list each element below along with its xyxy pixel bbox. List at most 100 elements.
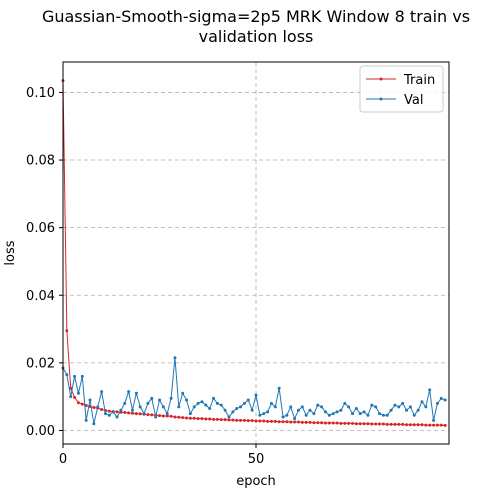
val-point — [130, 408, 134, 412]
val-series-line — [62, 357, 446, 424]
train-point — [312, 421, 316, 425]
train-point — [296, 420, 300, 424]
train-point — [385, 422, 389, 426]
val-point — [362, 410, 366, 414]
val-point — [358, 412, 362, 416]
val-point — [115, 415, 119, 419]
chart-title-line2: validation loss — [199, 27, 314, 46]
val-point — [320, 405, 324, 409]
train-point — [235, 418, 239, 422]
y-tick-label: 0.06 — [26, 221, 55, 236]
val-point — [107, 413, 111, 417]
train-point — [289, 420, 293, 424]
val-point — [154, 415, 158, 419]
train-point — [107, 409, 111, 413]
val-point — [269, 401, 273, 405]
x-tick-label: 50 — [248, 452, 265, 467]
train-point — [231, 418, 235, 422]
val-point — [208, 407, 212, 411]
train-point — [308, 420, 312, 424]
train-point — [181, 416, 185, 420]
val-point — [374, 405, 378, 409]
train-point — [378, 422, 382, 426]
train-point — [219, 418, 223, 422]
val-point — [200, 400, 204, 404]
val-point — [393, 403, 397, 407]
val-point — [215, 401, 219, 405]
val-point — [92, 422, 96, 426]
train-point — [397, 422, 401, 426]
val-point — [69, 395, 73, 399]
val-point — [408, 405, 412, 409]
train-point — [204, 417, 208, 421]
val-point — [378, 412, 382, 416]
series-layer — [61, 79, 447, 427]
val-point — [254, 393, 258, 397]
train-point — [158, 414, 161, 418]
val-point — [88, 398, 92, 402]
train-point — [323, 421, 327, 425]
train-point — [358, 422, 362, 426]
train-point — [331, 421, 335, 425]
val-point — [242, 401, 246, 405]
val-point — [219, 403, 223, 407]
train-point — [327, 421, 331, 425]
y-axis-label: loss — [3, 240, 18, 265]
val-point — [188, 412, 192, 416]
train-point — [269, 419, 273, 423]
val-point — [401, 401, 405, 405]
val-point — [246, 398, 250, 402]
val-point — [435, 401, 439, 405]
train-point — [134, 412, 138, 416]
train-point — [424, 423, 428, 427]
y-tick-label: 0.00 — [26, 424, 55, 439]
legend-val-label: Val — [404, 93, 423, 108]
val-point — [177, 405, 181, 409]
chart-title-line1: Guassian-Smooth-sigma=2p5 MRK Window 8 t… — [42, 7, 470, 26]
val-point — [323, 410, 327, 414]
val-point — [192, 405, 196, 409]
train-point — [150, 413, 154, 417]
val-point — [389, 408, 393, 412]
val-point — [150, 396, 154, 400]
train-point — [366, 422, 370, 426]
train-point — [285, 420, 289, 424]
x-axis-label: epoch — [236, 474, 276, 489]
val-point — [258, 413, 262, 417]
train-point — [73, 395, 77, 399]
train-point — [254, 419, 258, 423]
val-point — [428, 388, 432, 392]
val-point — [80, 374, 84, 378]
train-point — [273, 419, 277, 423]
train-point — [439, 423, 443, 427]
val-point — [119, 408, 123, 412]
val-point — [424, 405, 428, 409]
train-point — [123, 411, 127, 415]
train-point — [223, 418, 227, 422]
legend-val-marker — [379, 97, 383, 101]
val-point — [231, 410, 235, 414]
train-point — [239, 418, 243, 422]
train-point — [354, 422, 358, 426]
val-point — [65, 373, 69, 377]
val-point — [331, 412, 335, 416]
train-point — [347, 421, 351, 425]
val-point — [405, 408, 409, 412]
val-point — [165, 412, 169, 416]
val-point — [277, 386, 281, 390]
train-point — [266, 419, 270, 423]
val-point — [300, 405, 304, 409]
legend-train-label: Train — [403, 73, 435, 88]
train-point — [374, 422, 378, 426]
val-point — [327, 413, 331, 417]
train-point — [80, 402, 84, 406]
val-point — [343, 401, 347, 405]
x-tick-label: 0 — [59, 452, 67, 467]
train-point — [173, 415, 177, 419]
val-point — [73, 374, 77, 378]
train-point — [76, 401, 80, 405]
val-point — [146, 401, 150, 405]
train-point — [127, 411, 131, 415]
val-point — [312, 412, 316, 416]
